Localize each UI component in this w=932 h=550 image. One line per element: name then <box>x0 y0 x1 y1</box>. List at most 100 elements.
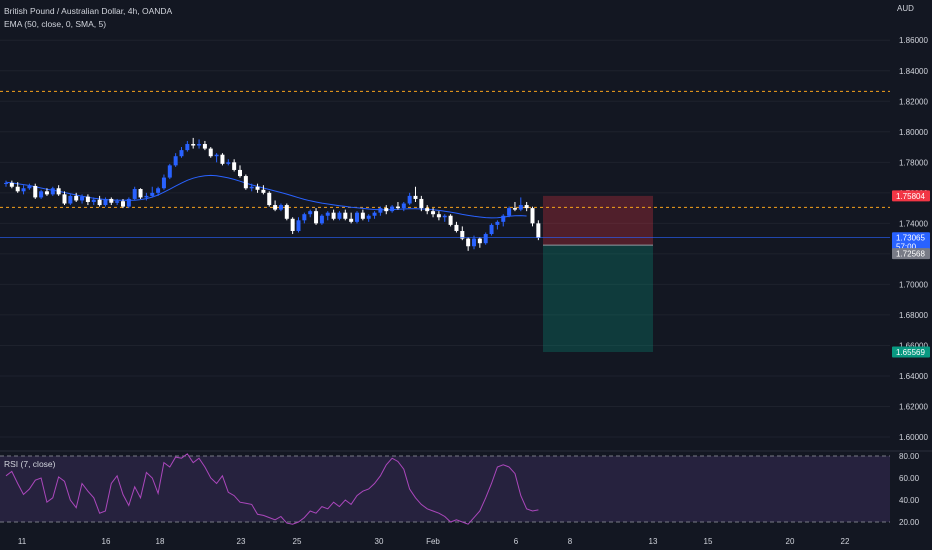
candle-body <box>179 150 184 157</box>
candle <box>507 206 512 218</box>
candle <box>39 189 44 199</box>
rsi-legend[interactable]: RSI (7, close) <box>4 459 56 469</box>
candle <box>68 194 73 206</box>
candle <box>62 191 67 206</box>
candle <box>191 137 196 149</box>
candle <box>103 197 108 207</box>
candle-body <box>220 154 225 164</box>
candle-body <box>4 182 8 184</box>
candle <box>296 217 301 233</box>
candle-body <box>489 224 494 235</box>
candle-body <box>62 194 67 204</box>
candle-body <box>401 203 406 209</box>
candle <box>378 206 383 216</box>
candle <box>501 214 506 227</box>
candle <box>366 214 371 222</box>
time-tick-label: 23 <box>237 537 246 546</box>
candle <box>436 211 441 221</box>
candle-body <box>85 196 90 202</box>
candle-body <box>126 198 131 207</box>
candle <box>232 159 237 172</box>
target-price-tag-text: 1.65569 <box>896 348 925 357</box>
candle <box>74 192 79 202</box>
candle-body <box>325 212 330 216</box>
candle <box>138 188 143 199</box>
candle <box>249 183 254 192</box>
candle <box>121 198 125 209</box>
candle <box>349 212 354 224</box>
candle-body <box>290 218 295 231</box>
candle <box>185 140 190 152</box>
time-axis[interactable]: 11 16 18 23 25 30 Feb 6 8 13 15 20 22 <box>18 537 850 546</box>
candle-body <box>121 201 125 207</box>
candle-body <box>419 198 424 209</box>
time-tick-label: 20 <box>786 537 795 546</box>
candle <box>238 165 242 178</box>
rsi-band <box>0 456 890 522</box>
price-tick-label: 1.70000 <box>899 280 928 289</box>
candle <box>115 198 120 206</box>
candle <box>267 191 272 207</box>
candle-body <box>442 215 447 218</box>
candle <box>150 186 155 198</box>
candle <box>530 206 535 227</box>
candle-body <box>27 185 32 189</box>
candle <box>314 208 319 225</box>
rsi-pane[interactable] <box>0 455 890 523</box>
time-tick-label: 13 <box>649 537 658 546</box>
price-tick-label: 1.66000 <box>899 341 928 350</box>
candle <box>536 220 541 241</box>
candle <box>477 237 482 248</box>
candle <box>454 221 459 233</box>
candle <box>85 194 90 206</box>
candle <box>220 153 225 166</box>
candle <box>518 197 523 212</box>
candle-body <box>68 195 73 204</box>
candle <box>407 192 412 206</box>
rsi-tick-label: 40.00 <box>899 496 920 505</box>
candle-body <box>536 223 541 238</box>
candle <box>355 211 359 224</box>
time-tick-label: 16 <box>102 537 111 546</box>
time-tick-label: 18 <box>156 537 165 546</box>
candle-body <box>343 212 348 219</box>
candle-body <box>436 214 441 218</box>
price-tick-label: 1.74000 <box>899 219 928 228</box>
entry-price-tag-text: 1.72568 <box>896 250 925 259</box>
candle <box>431 208 436 218</box>
candle <box>9 180 14 189</box>
candle-body <box>214 154 219 157</box>
time-tick-label: 11 <box>18 537 27 546</box>
time-tick-label: 8 <box>568 537 573 546</box>
ema-legend[interactable]: EMA (50, close, 0, SMA, 5) <box>4 19 107 29</box>
candle <box>202 140 207 151</box>
rsi-tick-label: 60.00 <box>899 474 920 483</box>
candle-body <box>390 206 395 212</box>
candle-body <box>477 238 482 244</box>
horizontal-levels[interactable] <box>0 90 890 208</box>
short-position-tool[interactable] <box>543 195 653 353</box>
candle-body <box>360 212 365 219</box>
candle-body <box>208 148 213 157</box>
candle-body <box>173 156 178 166</box>
candle-body <box>156 188 161 193</box>
candle-body <box>337 212 342 219</box>
symbol-legend[interactable]: British Pound / Australian Dollar, 4h, O… <box>4 6 173 16</box>
candle <box>97 195 102 207</box>
candle-body <box>33 185 38 198</box>
candle-body <box>150 192 155 196</box>
entry-price-tag-bg <box>892 248 930 260</box>
candle-body <box>39 191 44 198</box>
candle-body <box>349 218 354 222</box>
candle <box>33 183 38 199</box>
candle <box>50 186 55 196</box>
candle-body <box>319 215 324 224</box>
candle <box>284 203 289 221</box>
stop-price-tag-text: 1.75804 <box>896 192 925 201</box>
candle-body <box>314 211 319 224</box>
candle <box>167 163 172 180</box>
candle-body <box>308 211 313 215</box>
candle <box>384 205 389 215</box>
candle-body <box>21 188 26 192</box>
